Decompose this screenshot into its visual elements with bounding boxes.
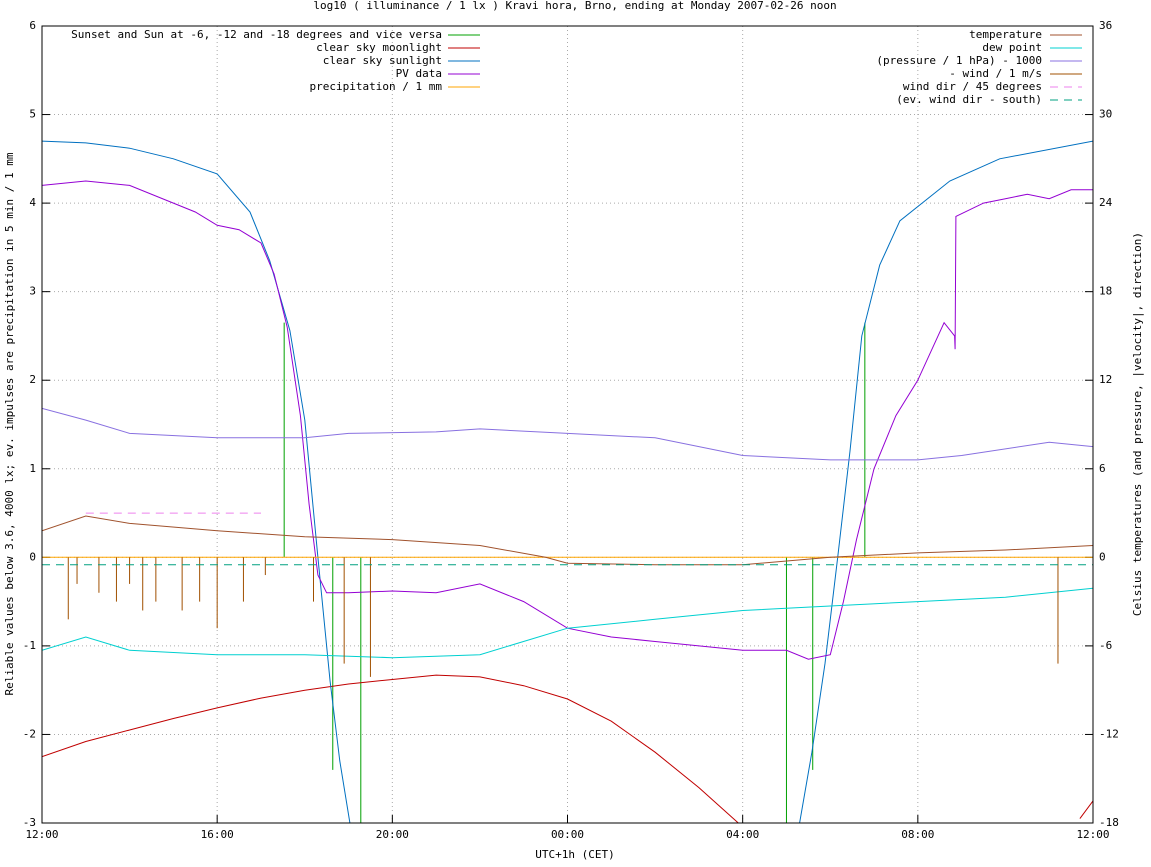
y2-tick-label: 6 [1099, 462, 1106, 475]
y-tick-label: -1 [23, 639, 36, 652]
plot-area [42, 140, 1093, 823]
legend-label: temperature [969, 28, 1042, 41]
series-line [42, 515, 1093, 566]
plot-border [41, 25, 1094, 824]
legend-label: (ev. wind dir - south) [896, 93, 1042, 106]
legend-label: dew point [982, 41, 1042, 54]
y-tick-label: 6 [29, 19, 36, 32]
legend-label: PV data [396, 67, 442, 80]
series-line [42, 407, 1093, 461]
chart-title: log10 ( illuminance / 1 lx ) Kravi hora,… [313, 0, 836, 12]
legend-label: clear sky sunlight [323, 54, 442, 67]
y-tick-label: -3 [23, 816, 36, 829]
y-tick-label: 1 [29, 462, 36, 475]
x-tick-label: 08:00 [901, 828, 934, 841]
legend-label: Sunset and Sun at -6, -12 and -18 degree… [71, 28, 442, 41]
legend-label: clear sky moonlight [316, 41, 442, 54]
x-axis-label: UTC+1h (CET) [535, 848, 614, 861]
y-tick-label: 0 [29, 550, 36, 563]
x-tick-label: 04:00 [726, 828, 759, 841]
y-tick-label: 4 [29, 196, 36, 209]
y-tick-label: 5 [29, 108, 36, 121]
x-tick-label: 12:00 [25, 828, 58, 841]
legend-label: precipitation / 1 mm [310, 80, 443, 93]
legend-label: - wind / 1 m/s [949, 67, 1042, 80]
y2-tick-label: 12 [1099, 373, 1112, 386]
x-tick-label: 00:00 [551, 828, 584, 841]
y2-tick-label: -18 [1099, 816, 1119, 829]
legend-label: wind dir / 45 degrees [903, 80, 1042, 93]
x-tick-label: 20:00 [376, 828, 409, 841]
series-line [42, 674, 1093, 823]
y2-tick-label: -6 [1099, 639, 1112, 652]
y2-tick-label: 36 [1099, 19, 1112, 32]
series-line [42, 180, 1093, 660]
x-tick-label: 16:00 [201, 828, 234, 841]
y-axis-label: Reliable values below 3.6, 4000 lx; ev. … [3, 152, 16, 695]
y2-axis-label: Celsius temperatures (and pressure, |vel… [1131, 232, 1144, 616]
y2-tick-label: 0 [1099, 550, 1106, 563]
series-line [42, 140, 1093, 823]
y-tick-label: 3 [29, 285, 36, 298]
y2-tick-label: -12 [1099, 727, 1119, 740]
legend-label: (pressure / 1 hPa) - 1000 [876, 54, 1042, 67]
y-tick-label: -2 [23, 727, 36, 740]
series-line [42, 587, 1093, 659]
y2-tick-label: 30 [1099, 108, 1112, 121]
y-tick-label: 2 [29, 373, 36, 386]
y2-tick-label: 24 [1099, 196, 1113, 209]
y2-tick-label: 18 [1099, 285, 1112, 298]
x-tick-label: 12:00 [1076, 828, 1109, 841]
